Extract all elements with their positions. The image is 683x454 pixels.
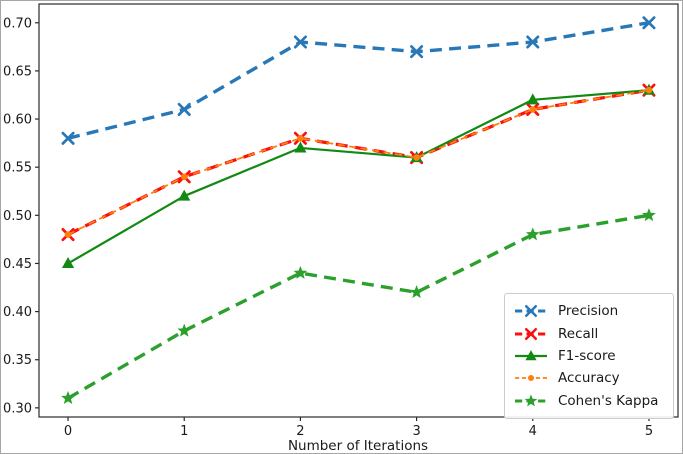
marker-accuracy [64,231,72,238]
y-tick-label: 0.30 [3,401,32,416]
y-tick-label: 0.65 [3,64,32,79]
marker-precision [177,102,191,116]
series-markers-accuracy [64,86,653,238]
marker-f1-score [294,141,307,153]
y-tick-label: 0.55 [3,161,32,176]
legend-sample-marker [524,394,538,407]
legend-sample-f1-score [515,350,547,361]
marker-f1-score [526,93,539,105]
series-line-precision [67,21,650,140]
marker-precision [642,16,656,30]
legend-sample-accuracy [515,375,547,382]
legend-sample-precision [515,305,547,318]
marker-accuracy [180,173,188,181]
marker-precision [410,45,424,59]
legend-item-precision: Precision [513,300,665,322]
y-tick-label: 0.35 [3,353,32,368]
x-tick-label: 3 [412,424,420,439]
legend-label-f1-score: F1-score [558,347,616,364]
marker-cohen-s-kappa [642,208,656,222]
series-markers-precision [61,16,656,145]
legend-item-f1-score: F1-score [513,345,665,367]
axes-frame [38,3,679,418]
series-markers-recall [61,83,656,242]
series-markers-cohen-s-kappa [61,208,656,405]
x-tick-label: 5 [645,424,653,439]
y-tick-label: 0.70 [3,16,32,31]
legend-sample-recall [515,327,547,340]
y-tick-label: 0.40 [3,305,32,320]
marker-cohen-s-kappa [525,227,540,241]
legend-sample-marker [527,375,535,382]
y-tick-label: 0.60 [3,113,32,128]
x-tick-label: 1 [180,424,188,439]
marker-cohen-s-kappa [409,285,424,299]
legend-sample-marker [524,327,538,340]
legend-label-accuracy: Accuracy [558,370,620,387]
marker-accuracy [645,86,653,94]
marker-precision [293,35,307,49]
x-tick-label: 2 [296,424,304,439]
x-tick-label: 4 [529,424,537,439]
marker-f1-score [61,257,75,269]
marker-accuracy [413,154,420,161]
marker-f1-score [178,189,191,201]
series-line-f1-score [67,89,650,265]
marker-cohen-s-kappa [293,265,308,279]
marker-cohen-s-kappa [61,391,75,405]
legend-sample-marker [525,350,537,361]
y-tick-label: 0.50 [3,209,32,224]
legend-label-cohens-kappa: Cohen's Kappa [558,392,659,409]
x-tick-label: 0 [64,424,72,439]
legend-item-recall: Recall [513,322,665,344]
legend-label-precision: Precision [558,303,619,320]
legend-sample-marker [524,305,538,318]
marker-cohen-s-kappa [177,323,192,337]
x-axis-title: Number of Iterations [288,438,428,454]
legend-label-recall: Recall [558,325,599,342]
marker-precision [526,35,540,49]
y-tick-label: 0.45 [3,257,32,272]
series-line-accuracy [67,89,650,236]
series-line-recall [67,88,650,237]
legend-item-accuracy: Accuracy [513,367,665,389]
marker-precision [61,131,75,145]
series-markers-f1-score [61,83,656,269]
plot-area: 0.30 0.35 0.40 0.45 0.50 0.55 0.60 0.65 0.70 0 1 2 3… [3,3,679,439]
legend-sample-cohens-kappa [515,394,547,407]
legend-item-cohens-kappa: Cohen's Kappa [513,390,665,412]
marker-accuracy [297,134,304,142]
marker-accuracy [529,106,537,113]
legend: Precision Recall F1-score Accuracy Cohen… [504,293,674,419]
